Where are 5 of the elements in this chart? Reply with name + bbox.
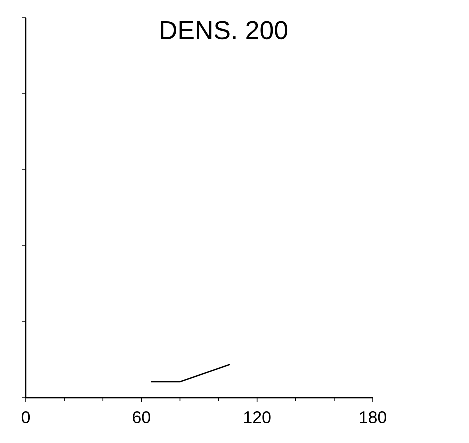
chart-title: DENS. 200: [161, 21, 288, 40]
x-tick-label: 0: [22, 412, 30, 424]
x-tick-label: 180: [360, 412, 386, 424]
x-tick-label: 60: [133, 412, 150, 424]
x-tick-label: 120: [244, 412, 271, 424]
